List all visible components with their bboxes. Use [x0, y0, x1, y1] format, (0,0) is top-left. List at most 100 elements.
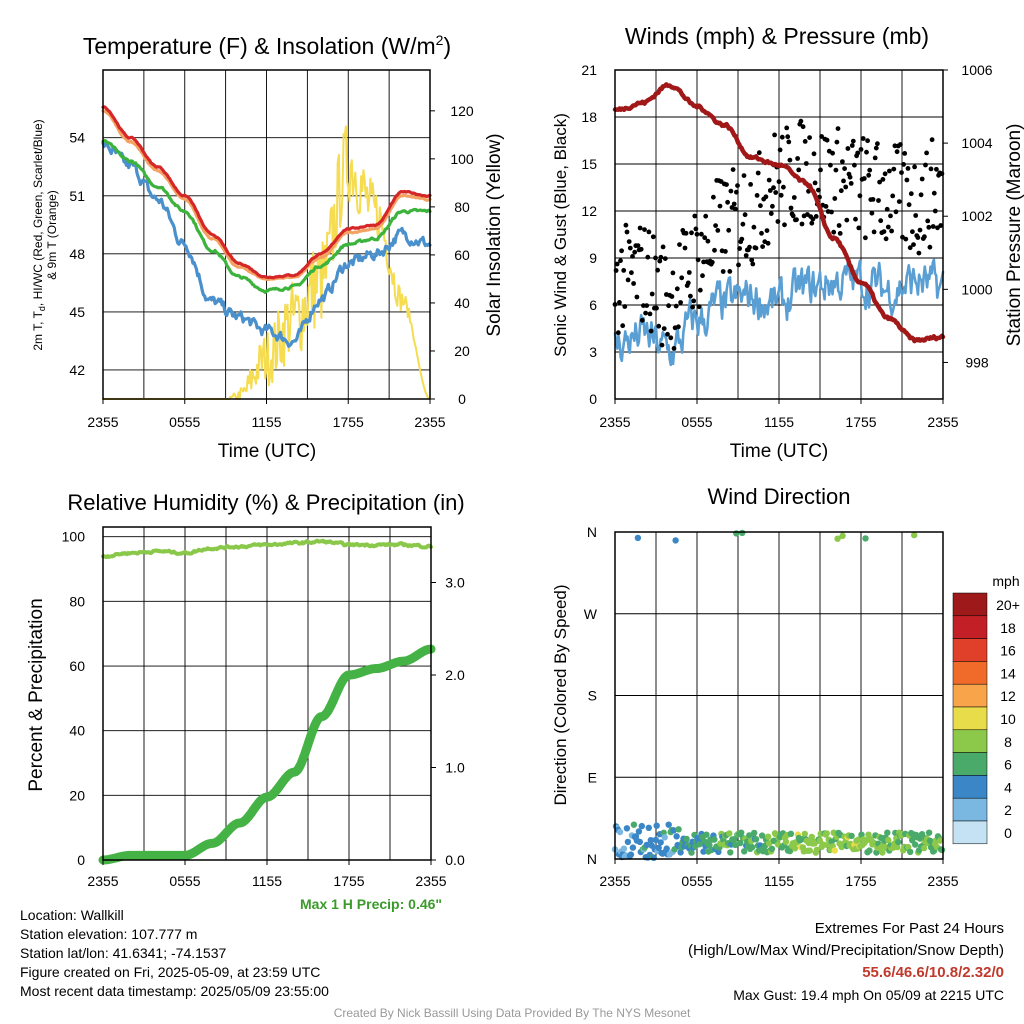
y2-tick-label: 20 [454, 343, 470, 359]
y2-tick-label: 100 [450, 151, 474, 167]
gust-point [649, 291, 655, 297]
colorbar: 20+ 18 16 14 12 10 8 6 4 2 0 [952, 592, 1020, 845]
gust-point [679, 275, 685, 281]
direction-point [751, 829, 758, 837]
gust-point [849, 143, 855, 148]
gust-point [689, 230, 694, 236]
y-tick-label: 0 [77, 852, 85, 868]
winds-title: Winds (mph) & Pressure (mb) [625, 23, 929, 49]
y2-tick-label: 1.0 [445, 760, 465, 776]
direction-point [733, 530, 740, 537]
gust-point [711, 194, 716, 200]
gust-point [713, 223, 718, 229]
gust-point [848, 181, 854, 186]
y2-tick-label: 1002 [961, 208, 992, 224]
x-tick-label: 1155 [252, 873, 282, 889]
gust-point [697, 287, 703, 293]
gust-point [922, 234, 927, 240]
gust-point [674, 286, 680, 292]
y-tick-label: 45 [69, 304, 85, 320]
gust-point [736, 262, 741, 268]
gust-point [702, 235, 708, 241]
gust-point [861, 176, 867, 181]
svg-text:& 9m T (Orange): & 9m T (Orange) [45, 190, 59, 280]
gust-point [749, 257, 755, 263]
gust-point [694, 231, 700, 237]
gust-point [911, 242, 916, 248]
gust-point [670, 270, 676, 276]
direction-point [630, 821, 638, 828]
direction-point [895, 838, 902, 846]
max-gust-text: Max Gust: 19.4 mph On 05/09 at 2215 UTC [733, 987, 1004, 1003]
colorbar-label: 10 [1000, 711, 1016, 727]
x-tick-label: 0555 [169, 414, 200, 430]
direction-point [652, 836, 659, 844]
y-tick-label: 100 [62, 529, 86, 545]
direction-point [879, 849, 886, 856]
y2-tick-label: 0.0 [445, 852, 465, 868]
direction-point [696, 841, 703, 848]
gust-point [833, 167, 839, 173]
direction-point [620, 845, 628, 852]
gust-point [930, 224, 936, 229]
colorbar-swatch [952, 661, 988, 685]
gust-point [731, 201, 737, 207]
gust-point [870, 197, 876, 202]
gust-point [832, 196, 838, 201]
gust-point [908, 191, 914, 197]
y-tick-label: 20 [69, 787, 85, 803]
gust-point [643, 310, 648, 316]
direction-point [675, 826, 682, 833]
gust-point [781, 184, 786, 190]
gust-point [629, 270, 634, 276]
dewpoint-line [101, 139, 432, 294]
gust-point [631, 281, 636, 286]
gust-point [658, 254, 664, 260]
y-tick-label: 54 [69, 130, 85, 146]
gust-point [768, 211, 774, 217]
gust-point [843, 184, 849, 190]
winds-tick-labels: 2355 0555 1155 1755 235503691215182199810001… [581, 62, 992, 430]
y-tick-label: S [588, 688, 597, 704]
colorbar-label: 14 [1000, 665, 1016, 681]
gust-point [867, 167, 873, 173]
gust-point [741, 173, 747, 179]
svg-text:2m T, Td, HI/WC (Red, Green, S: 2m T, Td, HI/WC (Red, Green, Scarlet/Blu… [31, 119, 47, 350]
gust-point [614, 261, 620, 267]
gust-point [773, 190, 779, 195]
direction-point [855, 836, 862, 843]
direction-point [647, 837, 654, 844]
temperature-plot [101, 105, 432, 400]
gust-point [657, 258, 663, 264]
direction-point [663, 845, 670, 852]
direction-point [636, 838, 643, 846]
y-tick-label: 9 [589, 250, 597, 266]
gust-point [915, 235, 921, 240]
gust-point [929, 137, 935, 143]
direction-point [653, 822, 660, 829]
gust-point [901, 162, 906, 167]
gust-point [858, 147, 864, 152]
gust-point [723, 249, 728, 254]
gust-point [816, 187, 821, 193]
direction-ylabel: Direction (Colored By Speed) [551, 584, 570, 805]
direction-point [758, 832, 766, 839]
gust-point [763, 194, 769, 200]
direction-point [688, 849, 695, 856]
gust-point [931, 190, 937, 196]
gust-point [810, 216, 816, 222]
gust-point [788, 205, 794, 211]
colorbar-label: 18 [1000, 620, 1016, 636]
direction-point [700, 848, 707, 855]
direction-point [655, 844, 662, 852]
gust-point [627, 245, 633, 251]
gust-point [751, 224, 757, 230]
wind-chill-line [101, 140, 432, 348]
colorbar-label: 8 [1004, 734, 1012, 750]
direction-point [884, 829, 891, 836]
gust-point [850, 138, 856, 144]
y-tick-label: N [587, 851, 597, 867]
created-text: Figure created on Fri, 2025-05-09, at 23… [20, 964, 321, 980]
colorbar-label: 2 [1004, 802, 1012, 818]
